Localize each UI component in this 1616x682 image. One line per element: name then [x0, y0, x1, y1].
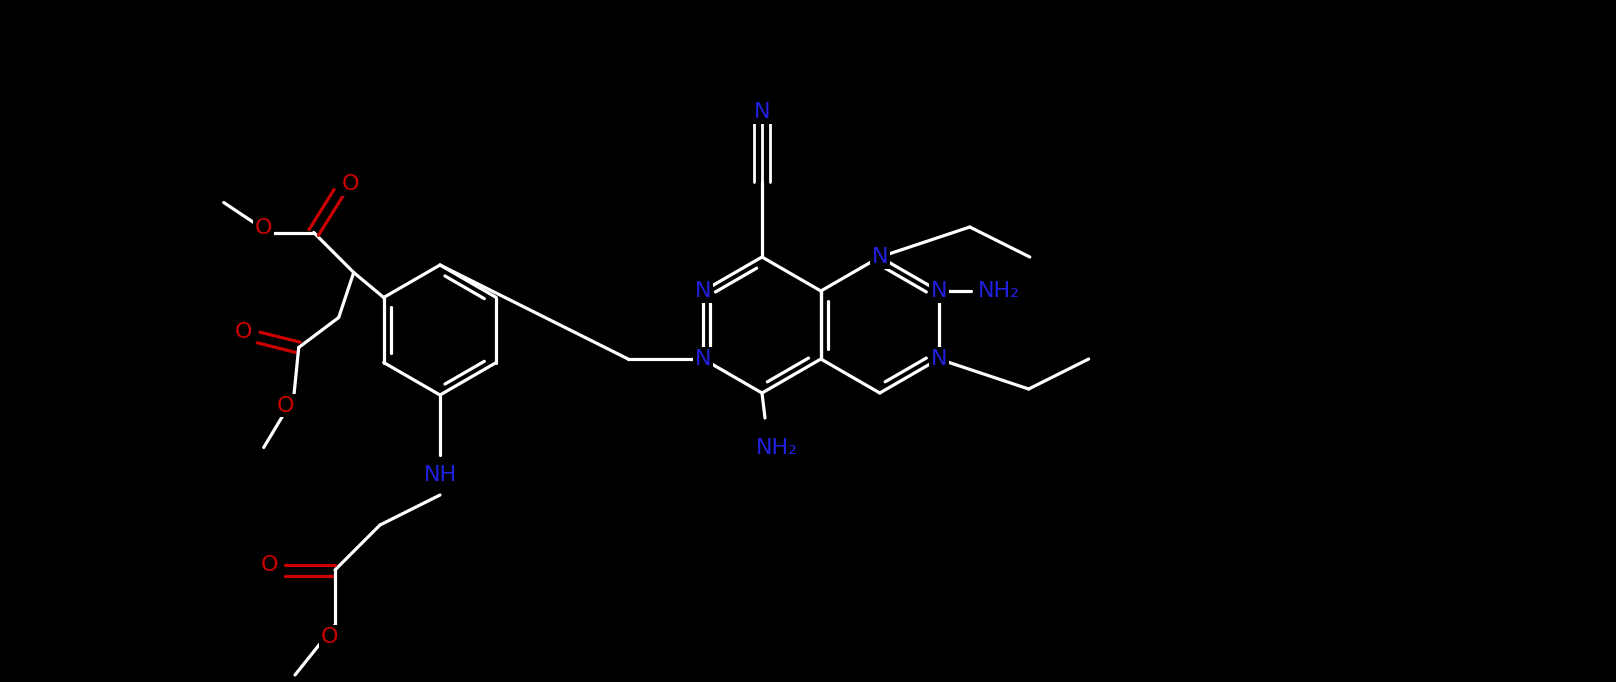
Text: O: O — [343, 175, 359, 194]
Text: O: O — [262, 555, 278, 575]
Text: O: O — [234, 323, 252, 342]
Text: NH₂: NH₂ — [756, 438, 798, 458]
Text: N: N — [695, 281, 711, 301]
Text: O: O — [276, 396, 294, 415]
Text: O: O — [322, 627, 339, 647]
Text: NH: NH — [423, 465, 457, 485]
Text: N: N — [871, 247, 889, 267]
Text: N: N — [753, 102, 771, 122]
Text: N: N — [931, 281, 947, 301]
Text: NH₂: NH₂ — [978, 281, 1020, 301]
Text: N: N — [695, 349, 711, 369]
Text: N: N — [931, 349, 947, 369]
Text: O: O — [255, 218, 273, 237]
